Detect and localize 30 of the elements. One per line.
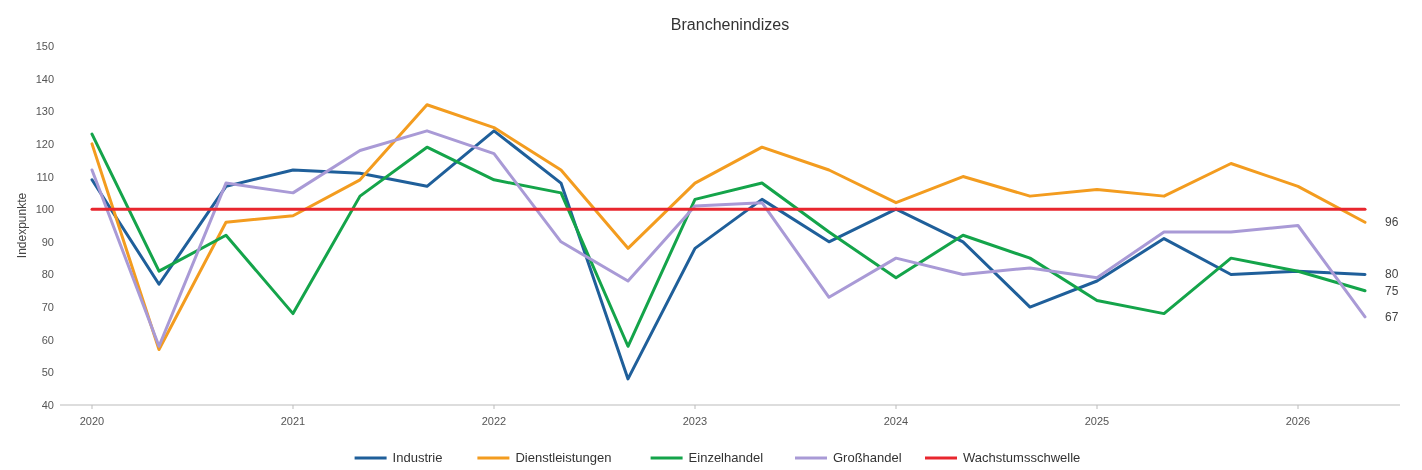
chart-title: Branchenindizes — [670, 16, 790, 33]
y-tick-label: 90 — [41, 235, 54, 248]
legend-label: Wachstumsschwelle — [963, 450, 1081, 465]
y-tick-label: 110 — [36, 170, 54, 183]
x-tick-label: 2022 — [481, 415, 507, 427]
y-tick-label: 40 — [41, 399, 54, 411]
x-tick-label: 2021 — [280, 415, 306, 427]
x-tick-label: 2024 — [883, 415, 909, 427]
y-tick-label: 70 — [41, 301, 54, 314]
legend-label: Industrie — [392, 450, 443, 465]
x-tick-label: 2020 — [79, 415, 105, 427]
legend-label: Großhandel — [833, 450, 902, 465]
data-label: 96 — [1385, 215, 1399, 230]
y-tick-label: 140 — [35, 72, 54, 85]
y-axis-title: Indexpunkte — [15, 192, 29, 259]
y-tick-label: 120 — [35, 137, 54, 150]
x-tick-label: 2025 — [1084, 415, 1110, 427]
y-tick-label: 80 — [41, 268, 54, 281]
y-tick-label: 150 — [35, 40, 54, 52]
y-tick-label: 100 — [35, 203, 54, 216]
y-tick-label: 50 — [41, 366, 54, 379]
data-label: 67 — [1385, 309, 1399, 324]
x-tick-label: 2023 — [682, 415, 708, 427]
x-tick-label: 2026 — [1285, 415, 1311, 427]
y-tick-label: 130 — [35, 105, 54, 118]
data-label: 75 — [1385, 283, 1399, 298]
data-label: 80 — [1385, 267, 1399, 282]
legend-label: Dienstleistungen — [515, 450, 612, 465]
y-tick-label: 60 — [41, 333, 54, 346]
legend-label: Einzelhandel — [688, 450, 764, 465]
